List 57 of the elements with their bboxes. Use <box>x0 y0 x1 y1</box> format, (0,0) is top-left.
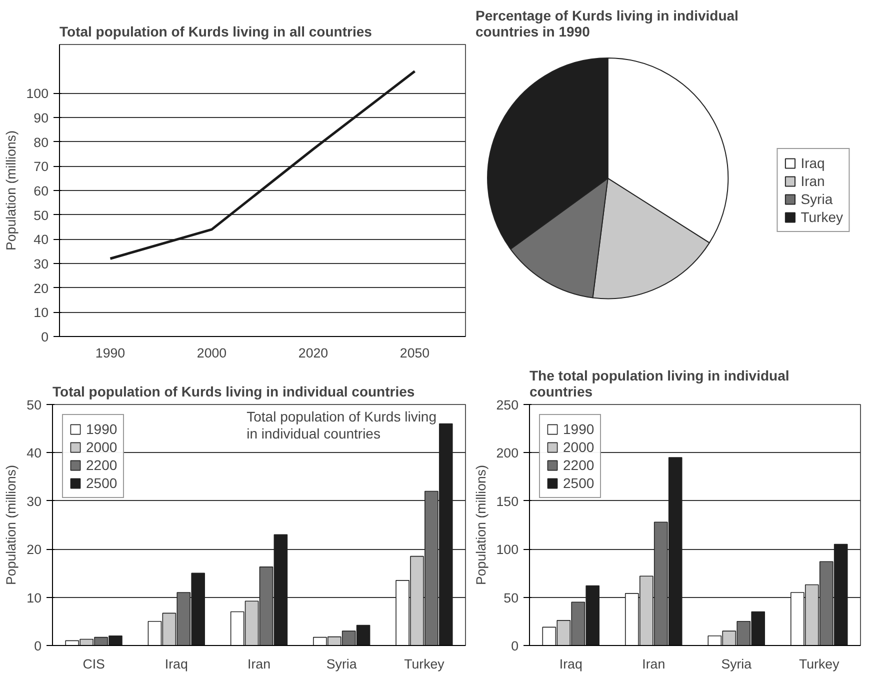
chart-title: Percentage of Kurds living in individual countries in 1990 <box>476 8 738 40</box>
legend-label: 1990 <box>86 421 118 437</box>
x-tick-label: 2020 <box>298 346 328 360</box>
x-tick-label: 2050 <box>400 346 430 360</box>
legend-label: Iran <box>800 173 825 189</box>
y-tick-label: 0 <box>41 330 49 344</box>
y-tick-label: 10 <box>26 590 42 606</box>
line-series <box>109 70 416 260</box>
y-tick-label: 90 <box>34 110 49 126</box>
y-tick-label: 50 <box>504 590 519 606</box>
y-tick-label: 30 <box>34 256 49 272</box>
text: Total population of Kurds living in individual countries <box>52 384 415 400</box>
y-axis-title: Population (millions) <box>4 464 19 586</box>
legend-label: 2500 <box>563 475 594 491</box>
y-tick-label: 150 <box>496 494 519 509</box>
chart-title: The total population living in individual countries <box>530 368 790 400</box>
legend-label: 1990 <box>563 421 594 437</box>
legend-label: Turkey <box>800 209 843 225</box>
y-tick-label: 250 <box>496 398 519 412</box>
x-tick-label: Iraq <box>559 656 582 672</box>
y-tick-label: 0 <box>34 638 42 654</box>
y-axis-title: Population (millions) <box>473 464 488 586</box>
y-tick-label: 20 <box>26 542 42 558</box>
y-tick-label: 70 <box>34 159 49 174</box>
legend-label: 2000 <box>86 439 118 455</box>
y-tick-label: 40 <box>34 232 49 248</box>
x-tick-label: Syria <box>721 656 752 672</box>
y-tick-label: 30 <box>26 494 42 509</box>
x-tick-label: Iran <box>642 656 666 672</box>
y-tick-label: 100 <box>496 542 519 558</box>
x-tick-label: 2000 <box>196 346 227 360</box>
legend-label: Iraq <box>800 155 825 171</box>
y-tick-label: 60 <box>34 184 49 198</box>
y-tick-label: 40 <box>26 446 42 461</box>
legend-label: 2500 <box>86 475 118 491</box>
legend-label: 2200 <box>86 457 118 473</box>
legend-label: 2000 <box>563 439 594 455</box>
x-tick-label: 1990 <box>95 346 126 360</box>
y-axis-title: Population (millions) <box>3 130 18 251</box>
x-tick-label: Iran <box>248 656 270 672</box>
y-tick-label: 50 <box>34 208 49 223</box>
chart-title: Total population of Kurds living in all countries <box>60 24 372 40</box>
legend-label: 2200 <box>563 457 594 473</box>
y-tick-label: 0 <box>511 638 519 654</box>
x-tick-label: Turkey <box>404 656 445 672</box>
y-tick-label: 20 <box>34 280 49 296</box>
x-tick-label: Turkey <box>799 656 840 672</box>
legend-label: Syria <box>800 191 833 207</box>
y-tick-label: 80 <box>34 134 49 150</box>
y-tick-label: 200 <box>496 446 519 461</box>
x-tick-label: Iraq <box>164 656 188 672</box>
y-tick-label: 50 <box>26 398 42 412</box>
y-tick-label: 100 <box>26 86 49 102</box>
y-tick-label: 10 <box>34 305 49 320</box>
text: Total population of Kurds living in individual countries <box>246 408 437 442</box>
x-tick-label: CIS <box>82 656 106 672</box>
x-tick-label: Syria <box>326 656 358 672</box>
